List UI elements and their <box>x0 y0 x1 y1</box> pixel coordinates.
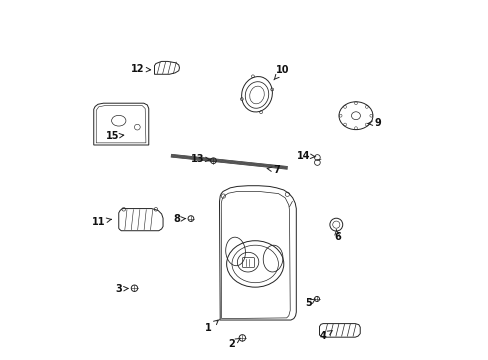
Text: 12: 12 <box>130 64 150 74</box>
Text: 10: 10 <box>273 65 289 80</box>
Text: 5: 5 <box>305 298 315 308</box>
Text: 9: 9 <box>367 118 380 128</box>
Text: 7: 7 <box>266 165 280 175</box>
Text: 1: 1 <box>205 320 218 333</box>
Text: 2: 2 <box>228 338 240 348</box>
Text: 11: 11 <box>92 217 111 227</box>
Text: 8: 8 <box>173 214 185 224</box>
Text: 13: 13 <box>191 154 210 163</box>
Text: 14: 14 <box>296 151 315 161</box>
Text: 6: 6 <box>333 229 340 242</box>
Text: 15: 15 <box>106 131 123 141</box>
Text: 4: 4 <box>319 330 331 342</box>
Text: 3: 3 <box>115 284 128 294</box>
